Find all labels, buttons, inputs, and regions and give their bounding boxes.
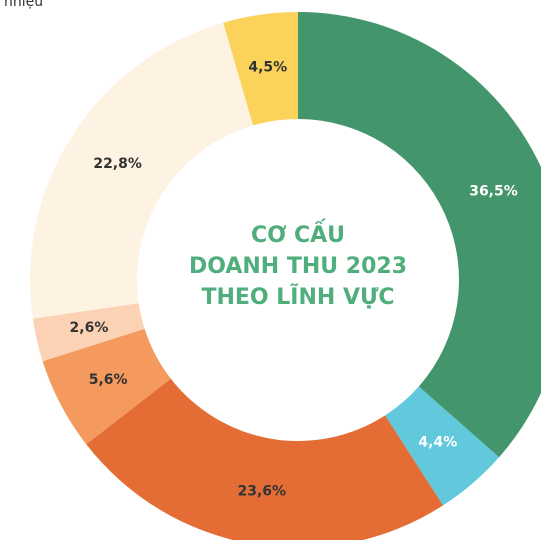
slice-label: 4,5%	[248, 60, 287, 76]
slice	[29, 22, 254, 319]
donut	[29, 12, 541, 540]
center-title: DOANH THU 2023	[189, 254, 407, 279]
center-title: THEO LĨNH VỰC	[201, 284, 394, 310]
slice-label: 23,6%	[237, 483, 286, 499]
slice	[86, 378, 444, 540]
slice-label: 2,6%	[70, 320, 109, 336]
slice	[32, 303, 145, 362]
slice	[385, 386, 500, 506]
slice-label: 22,8%	[93, 156, 142, 172]
slice	[223, 12, 298, 126]
slice	[42, 328, 171, 445]
caption: nhiệu	[4, 0, 43, 10]
center-title: CƠ CẤU	[251, 219, 345, 248]
slice-label: 5,6%	[89, 372, 128, 388]
slice	[298, 12, 541, 458]
slice-label: 36,5%	[469, 184, 518, 200]
slice-label: 4,4%	[418, 435, 457, 451]
